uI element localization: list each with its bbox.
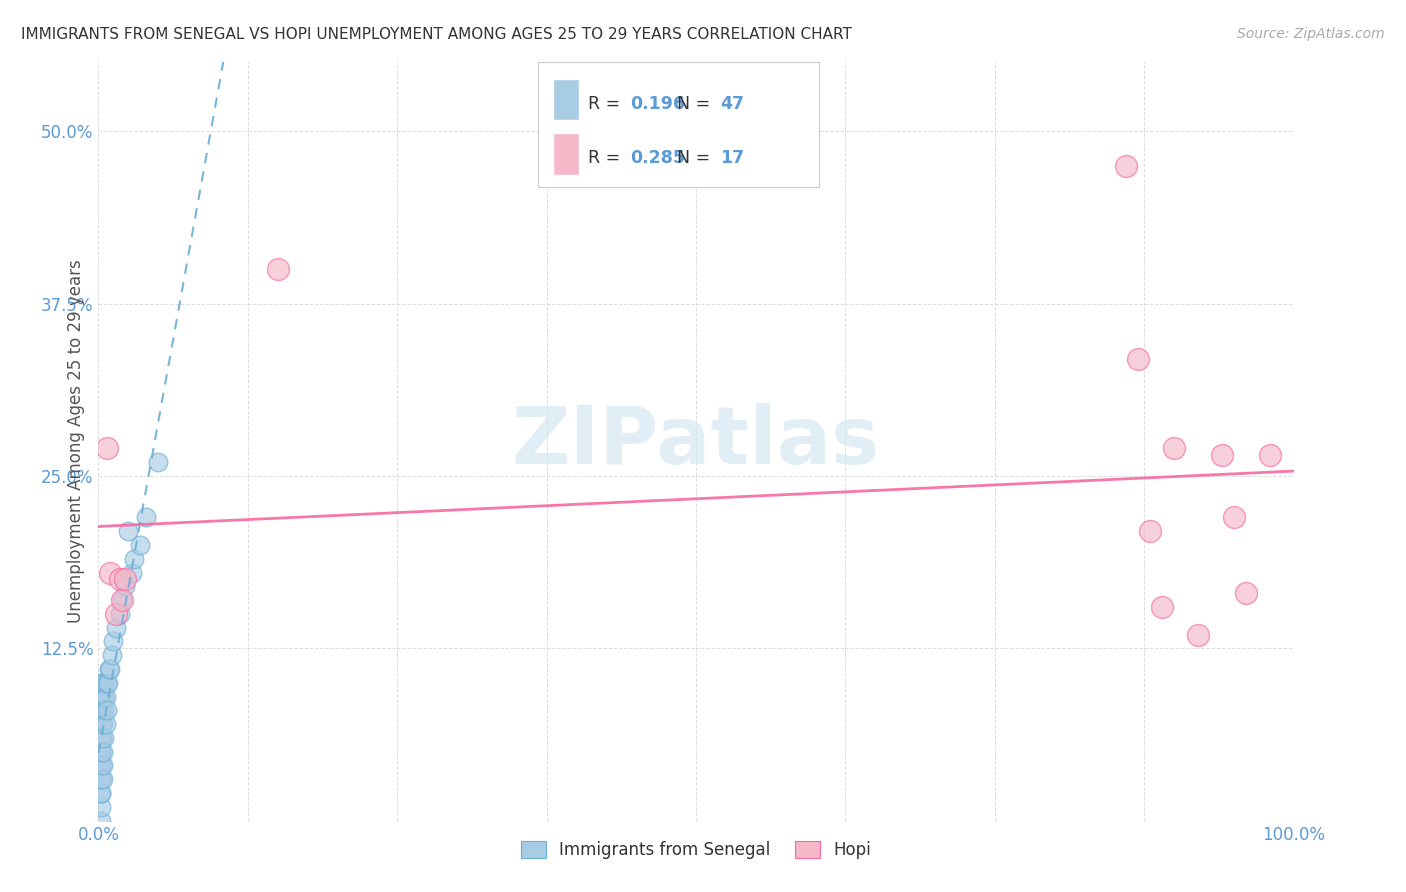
Point — [114, 579, 136, 593]
Point — [1139, 524, 1161, 538]
Point — [91, 745, 114, 759]
Point — [90, 758, 112, 772]
Point — [90, 772, 112, 787]
Point — [121, 566, 143, 580]
Point — [1163, 442, 1185, 456]
Point — [96, 703, 118, 717]
Point — [135, 510, 157, 524]
Point — [267, 262, 290, 277]
Point — [94, 690, 117, 704]
Text: 0.196: 0.196 — [630, 95, 685, 112]
Point — [105, 621, 128, 635]
Point — [90, 745, 112, 759]
Point — [93, 690, 115, 704]
Point — [97, 675, 120, 690]
FancyBboxPatch shape — [553, 133, 579, 175]
Text: R =: R = — [589, 95, 626, 112]
Point — [90, 786, 112, 800]
Point — [1187, 627, 1209, 641]
Text: 47: 47 — [720, 95, 744, 112]
Point — [94, 717, 117, 731]
Point — [91, 731, 114, 745]
FancyBboxPatch shape — [553, 78, 579, 120]
Point — [117, 524, 139, 538]
Point — [108, 607, 131, 621]
Point — [105, 607, 128, 621]
Point — [98, 662, 121, 676]
Text: N =: N = — [676, 95, 716, 112]
Text: R =: R = — [589, 150, 626, 168]
Text: IMMIGRANTS FROM SENEGAL VS HOPI UNEMPLOYMENT AMONG AGES 25 TO 29 YEARS CORRELATI: IMMIGRANTS FROM SENEGAL VS HOPI UNEMPLOY… — [21, 27, 852, 42]
Point — [1258, 448, 1281, 462]
Point — [90, 814, 112, 828]
Point — [90, 786, 112, 800]
Point — [90, 717, 112, 731]
Y-axis label: Unemployment Among Ages 25 to 29 years: Unemployment Among Ages 25 to 29 years — [66, 260, 84, 624]
Point — [1128, 351, 1150, 366]
Point — [129, 538, 152, 552]
Point — [90, 731, 112, 745]
Point — [111, 593, 134, 607]
Point — [91, 717, 114, 731]
Point — [1152, 599, 1174, 614]
Point — [124, 551, 146, 566]
Point — [90, 703, 112, 717]
Point — [101, 634, 124, 648]
Point — [1234, 586, 1257, 600]
Point — [90, 690, 112, 704]
Point — [98, 662, 122, 676]
Point — [148, 455, 170, 469]
Point — [96, 442, 118, 456]
Point — [90, 745, 112, 759]
Point — [1115, 159, 1137, 173]
Point — [1223, 510, 1246, 524]
Point — [114, 573, 136, 587]
Point — [111, 593, 134, 607]
Point — [98, 566, 122, 580]
Text: ZIPatlas: ZIPatlas — [512, 402, 880, 481]
Point — [96, 675, 118, 690]
Point — [93, 731, 115, 745]
Text: N =: N = — [676, 150, 716, 168]
Text: 0.285: 0.285 — [630, 150, 685, 168]
Point — [1211, 448, 1233, 462]
Point — [91, 690, 114, 704]
Point — [91, 703, 114, 717]
Point — [90, 758, 112, 772]
FancyBboxPatch shape — [538, 62, 820, 186]
Point — [90, 800, 112, 814]
Text: Source: ZipAtlas.com: Source: ZipAtlas.com — [1237, 27, 1385, 41]
Point — [91, 772, 114, 787]
Point — [90, 675, 112, 690]
Point — [93, 675, 115, 690]
Point — [91, 717, 114, 731]
Legend: Immigrants from Senegal, Hopi: Immigrants from Senegal, Hopi — [515, 834, 877, 865]
Text: 17: 17 — [720, 150, 744, 168]
Point — [91, 675, 114, 690]
Point — [100, 648, 122, 663]
Point — [91, 758, 114, 772]
Point — [108, 573, 131, 587]
Point — [93, 703, 115, 717]
Point — [90, 772, 112, 787]
